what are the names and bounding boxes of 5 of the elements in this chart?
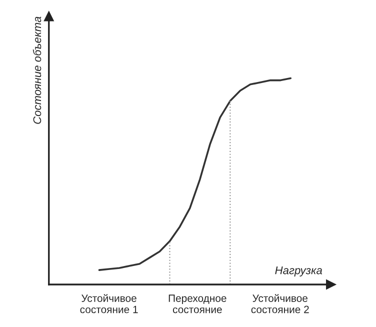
text: Переходное состояние bbox=[168, 294, 226, 314]
text: Устойчивое состояние 2 bbox=[251, 294, 309, 314]
x-axis-title: Нагрузка bbox=[275, 266, 322, 276]
y-axis-title: Состояние объекта bbox=[32, 16, 42, 124]
text: Устойчивое состояние 1 bbox=[80, 294, 138, 314]
